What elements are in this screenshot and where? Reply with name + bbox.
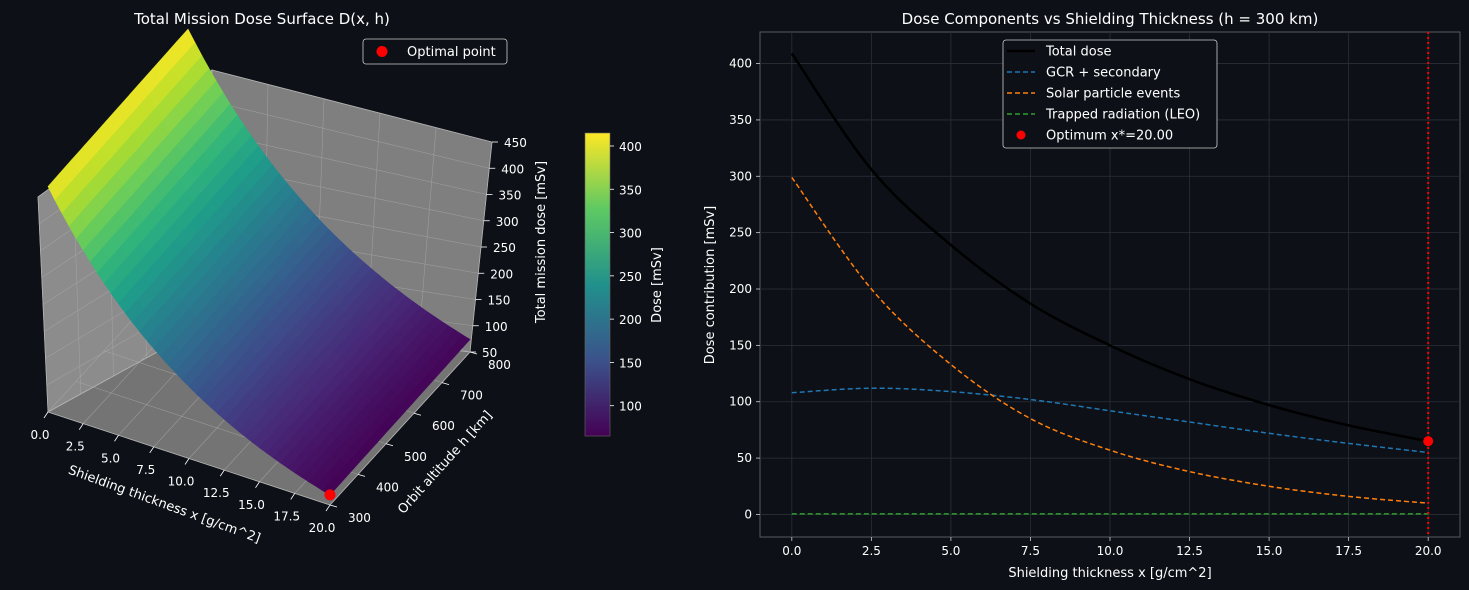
h-tick-label: 600 bbox=[432, 419, 455, 433]
z-tick-label: 150 bbox=[488, 294, 511, 308]
y-tick-label-2d: 150 bbox=[729, 338, 752, 352]
surface-panel: Total Mission Dose Surface D(x, h) 0.0 2.… bbox=[30, 10, 665, 547]
x-tick-label: 17.5 bbox=[273, 509, 300, 523]
z-tick-label: 50 bbox=[482, 346, 497, 360]
h-tick-label: 500 bbox=[404, 450, 427, 464]
x-axis-ticks: 0.0 2.5 5.0 7.5 10.0 12.5 15.0 17.5 20.0 bbox=[30, 411, 336, 535]
components-title: Dose Components vs Shielding Thickness (… bbox=[902, 10, 1319, 28]
z-tick-label: 400 bbox=[501, 162, 524, 176]
series-line-2 bbox=[791, 176, 1429, 504]
x-tick-label: 20.0 bbox=[309, 521, 336, 535]
h-tick-label: 700 bbox=[460, 389, 483, 403]
legend-marker-optimal bbox=[376, 46, 388, 57]
x-tick-label: 12.5 bbox=[203, 486, 230, 500]
legend-label: Solar particle events bbox=[1046, 87, 1180, 102]
z-tick-label: 250 bbox=[493, 241, 516, 255]
legend-label: Total dose bbox=[1045, 45, 1111, 60]
x-tick-label: 7.5 bbox=[136, 463, 155, 477]
h-axis-ticks: 300 400 500 600 700 800 bbox=[329, 351, 511, 525]
series-line-1 bbox=[791, 387, 1429, 454]
x-tick-label-2d: 12.5 bbox=[1176, 544, 1203, 558]
z-tick-label: 100 bbox=[485, 320, 508, 334]
y-tick-label-2d: 400 bbox=[729, 57, 752, 71]
legend-label: Trapped radiation (LEO) bbox=[1045, 108, 1200, 123]
x-tick-label: 0.0 bbox=[30, 428, 49, 442]
colorbar-ticks: 100 150 200 250 300 350 400 bbox=[610, 140, 642, 414]
legend-marker-optimum bbox=[1016, 130, 1026, 140]
y-tick-label-2d: 50 bbox=[737, 451, 752, 465]
legend-label: Optimum x*=20.00 bbox=[1046, 129, 1173, 144]
components-legend: Total dose GCR + secondary Solar particle … bbox=[1002, 39, 1218, 149]
y-tick-label-2d: 350 bbox=[729, 113, 752, 127]
optimum-marker bbox=[1423, 436, 1434, 447]
x-axis-label: Shielding thickness x [g/cm^2] bbox=[66, 463, 262, 547]
h-tick-label: 400 bbox=[376, 480, 399, 494]
x-tick-label-2d: 17.5 bbox=[1335, 544, 1362, 558]
dose-surface bbox=[47, 28, 471, 496]
colorbar-tick-label: 200 bbox=[619, 313, 642, 327]
y-tick-label-2d: 300 bbox=[729, 169, 752, 183]
x-tick-label: 5.0 bbox=[101, 451, 120, 465]
x-tick-label-2d: 2.5 bbox=[862, 544, 881, 558]
x-tick-label: 2.5 bbox=[66, 440, 85, 454]
legend-label-optimal: Optimal point bbox=[407, 45, 496, 60]
colorbar-label: Dose [mSv] bbox=[650, 247, 665, 323]
x-axis-ticks-2d: 0.0 2.5 5.0 7.5 10.0 12.5 15.0 17.5 20.0 bbox=[782, 537, 1442, 558]
legend-label: GCR + secondary bbox=[1046, 66, 1161, 81]
h-tick-label: 300 bbox=[348, 511, 371, 525]
y-tick-label-2d: 250 bbox=[729, 226, 752, 240]
z-axis-label: Total mission dose [mSv] bbox=[534, 161, 549, 324]
y-axis-ticks-2d: 0 50 100 150 200 250 300 350 400 bbox=[729, 57, 760, 521]
z-tick-label: 350 bbox=[499, 189, 522, 203]
x-tick-label: 10.0 bbox=[168, 475, 195, 489]
x-tick-label-2d: 20.0 bbox=[1415, 544, 1442, 558]
colorbar-tick-label: 100 bbox=[619, 400, 642, 414]
z-tick-label: 450 bbox=[504, 136, 527, 150]
x-tick-label-2d: 0.0 bbox=[782, 544, 801, 558]
z-axis-ticks: 50 100 150 200 250 300 350 400 450 bbox=[470, 136, 527, 360]
y-tick-label-2d: 0 bbox=[744, 507, 752, 521]
colorbar: 100 150 200 250 300 350 400 Dose [mSv] bbox=[584, 132, 665, 437]
series-lines bbox=[790, 52, 1429, 515]
z-tick-label: 200 bbox=[490, 267, 513, 281]
surface-legend: Optimal point bbox=[362, 38, 508, 65]
x-tick-label-2d: 7.5 bbox=[1021, 544, 1040, 558]
colorbar-gradient bbox=[584, 132, 611, 437]
colorbar-tick-label: 400 bbox=[619, 140, 642, 154]
x-axis-label-2d: Shielding thickness x [g/cm^2] bbox=[1008, 566, 1211, 581]
optimal-point-marker bbox=[324, 489, 336, 501]
z-tick-label: 300 bbox=[496, 215, 519, 229]
colorbar-tick-label: 350 bbox=[619, 183, 642, 197]
colorbar-tick-label: 300 bbox=[619, 227, 642, 241]
surface-title: Total Mission Dose Surface D(x, h) bbox=[133, 10, 390, 28]
x-tick-label-2d: 5.0 bbox=[941, 544, 960, 558]
h-tick-label: 800 bbox=[488, 358, 511, 372]
series-line-0 bbox=[790, 52, 1429, 443]
y-tick-label-2d: 100 bbox=[729, 395, 752, 409]
y-axis-label-2d: Dose contribution [mSv] bbox=[703, 206, 718, 365]
x-tick-label-2d: 15.0 bbox=[1256, 544, 1283, 558]
components-panel: Dose Components vs Shielding Thickness (… bbox=[703, 10, 1461, 581]
colorbar-tick-label: 250 bbox=[619, 270, 642, 284]
x-tick-label: 15.0 bbox=[238, 498, 265, 512]
colorbar-tick-label: 150 bbox=[619, 356, 642, 370]
y-tick-label-2d: 200 bbox=[729, 282, 752, 296]
x-tick-label-2d: 10.0 bbox=[1097, 544, 1124, 558]
